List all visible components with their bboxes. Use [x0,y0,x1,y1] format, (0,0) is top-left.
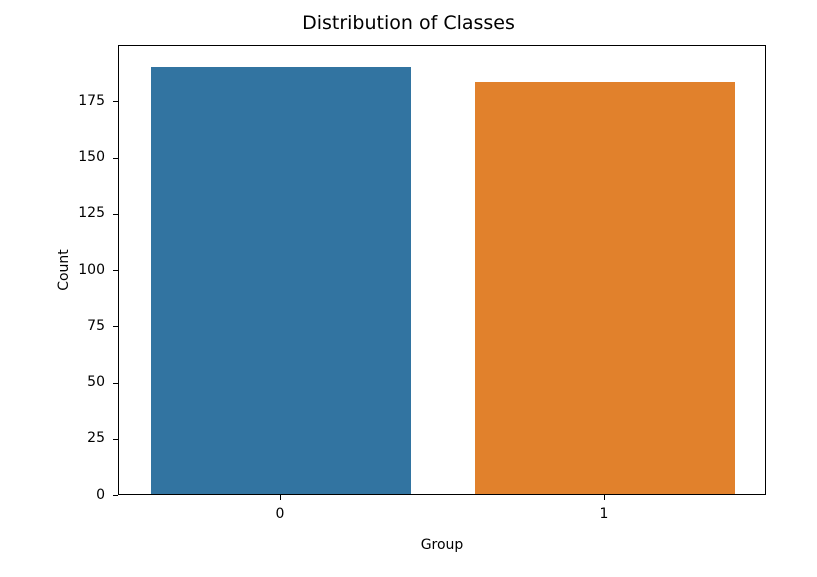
ytick-label: 125 [78,205,105,221]
chart-axes [118,45,766,495]
ytick-mark [113,101,118,102]
xtick-mark [280,495,281,500]
ytick-label: 75 [87,318,105,334]
bar-0 [151,67,410,495]
ytick-mark [113,270,118,271]
ytick-label: 25 [87,430,105,446]
ytick-label: 50 [87,374,105,390]
ytick-mark [113,383,118,384]
figure: Distribution of Classes Count Group 0 25 5… [0,0,817,577]
chart-title: Distribution of Classes [0,12,817,34]
ytick-mark [113,495,118,496]
xtick-mark [604,495,605,500]
ytick-label: 100 [78,262,105,278]
ytick-mark [113,158,118,159]
ytick-mark [113,439,118,440]
ytick-label: 150 [78,149,105,165]
bar-1 [475,82,734,494]
ytick-label: 175 [78,93,105,109]
x-axis-label: Group [421,537,464,553]
xtick-label: 0 [276,506,285,522]
ytick-mark [113,326,118,327]
xtick-label: 1 [600,506,609,522]
y-axis-label: Count [56,249,72,291]
ytick-mark [113,214,118,215]
ytick-label: 0 [96,487,105,503]
